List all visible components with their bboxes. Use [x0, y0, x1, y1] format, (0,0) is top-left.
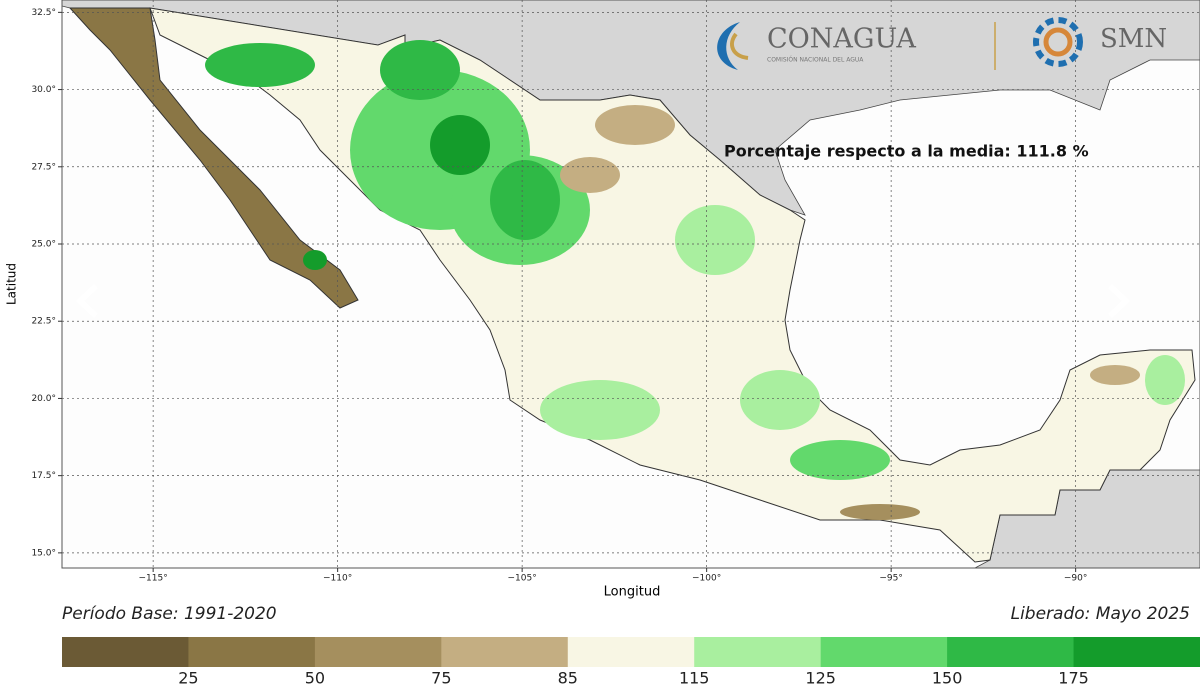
- x-tick-label: −100°: [692, 574, 721, 584]
- previous-arrow[interactable]: [75, 283, 99, 319]
- baja-california: [68, 7, 359, 309]
- x-tick-label: −105°: [508, 574, 537, 584]
- colorbar-label: 85: [558, 669, 578, 688]
- colorbar-segment: [567, 637, 695, 667]
- y-tick-label: 32.5°: [31, 8, 56, 18]
- x-axis-label: Longitud: [604, 585, 661, 600]
- y-tick-label: 15.0°: [31, 548, 56, 558]
- logo-text: SMN: [1100, 24, 1167, 54]
- logo-conagua: CONAGUA COMISIÓN NACIONAL DEL AGUA: [717, 22, 916, 70]
- colorbar-segment: [441, 637, 569, 667]
- wet-area: [790, 440, 890, 480]
- logo-smn: SMN: [1033, 17, 1167, 67]
- logo-mark: [1043, 27, 1073, 57]
- x-tick-label: −95°: [879, 574, 903, 584]
- plot-frame: [61, 0, 1200, 569]
- y-tick-label: 27.5°: [31, 162, 56, 172]
- y-tick-label: 25.0°: [31, 240, 56, 250]
- wet-area: [540, 380, 660, 440]
- x-tick-label: −90°: [1064, 574, 1088, 584]
- logo-subtext: COMISIÓN NACIONAL DEL AGUA: [767, 57, 864, 64]
- logo-mark: [717, 22, 740, 70]
- footer-left: Período Base: 1991-2020: [62, 604, 277, 624]
- wet-area: [740, 370, 820, 430]
- logo-text: CONAGUA: [767, 24, 916, 55]
- colorbar-label: 175: [1058, 669, 1089, 688]
- colorbar-segment: [62, 637, 189, 667]
- wet-area: [490, 160, 560, 240]
- dry-area: [840, 504, 920, 520]
- y-axis-label: Latitud: [5, 263, 19, 305]
- colorbar-label: 115: [679, 669, 710, 688]
- colorbar-segment: [1073, 637, 1200, 667]
- colorbar-label: 75: [431, 669, 451, 688]
- colorbar-segment: [694, 637, 822, 667]
- colorbar-segment: [188, 637, 316, 667]
- wet-area: [380, 40, 460, 100]
- next-arrow[interactable]: [1107, 283, 1131, 319]
- wet-area: [1145, 355, 1185, 405]
- wet-area: [205, 43, 315, 87]
- y-tick-label: 30.0°: [31, 85, 56, 95]
- wet-area: [675, 205, 755, 275]
- anomaly-areas: [205, 40, 1185, 520]
- x-tick-label: −115°: [139, 574, 168, 584]
- y-tick-label: 20.0°: [31, 394, 56, 404]
- dry-area: [1090, 365, 1140, 385]
- y-tick-label: 17.5°: [31, 471, 56, 481]
- logo-mark: [730, 32, 749, 60]
- ticks: −115° −110° −105° −100° −95° −90° 15.0° 17.5° 20…: [31, 8, 1087, 584]
- colorbar-segment: [820, 637, 948, 667]
- wet-area: [430, 115, 490, 175]
- colorbar-segment: [947, 637, 1075, 667]
- colorbar-segment: [314, 637, 442, 667]
- y-tick-label: 22.5°: [31, 317, 56, 327]
- map: [62, 0, 1200, 568]
- logo-mark: [1033, 17, 1083, 67]
- colorbar-label: 125: [805, 669, 836, 688]
- colorbar: 25 50 75 85 115 125 150 175: [62, 637, 1200, 688]
- colorbar-label: 150: [932, 669, 963, 688]
- wet-area: [303, 250, 327, 270]
- annotation: Porcentaje respecto a la media: 111.8 %: [724, 142, 1089, 161]
- dry-area: [560, 157, 620, 193]
- colorbar-label: 50: [305, 669, 325, 688]
- colorbar-label: 25: [178, 669, 198, 688]
- x-tick-label: −110°: [323, 574, 352, 584]
- footer-right: Liberado: Mayo 2025: [1011, 604, 1190, 624]
- dry-area: [595, 105, 675, 145]
